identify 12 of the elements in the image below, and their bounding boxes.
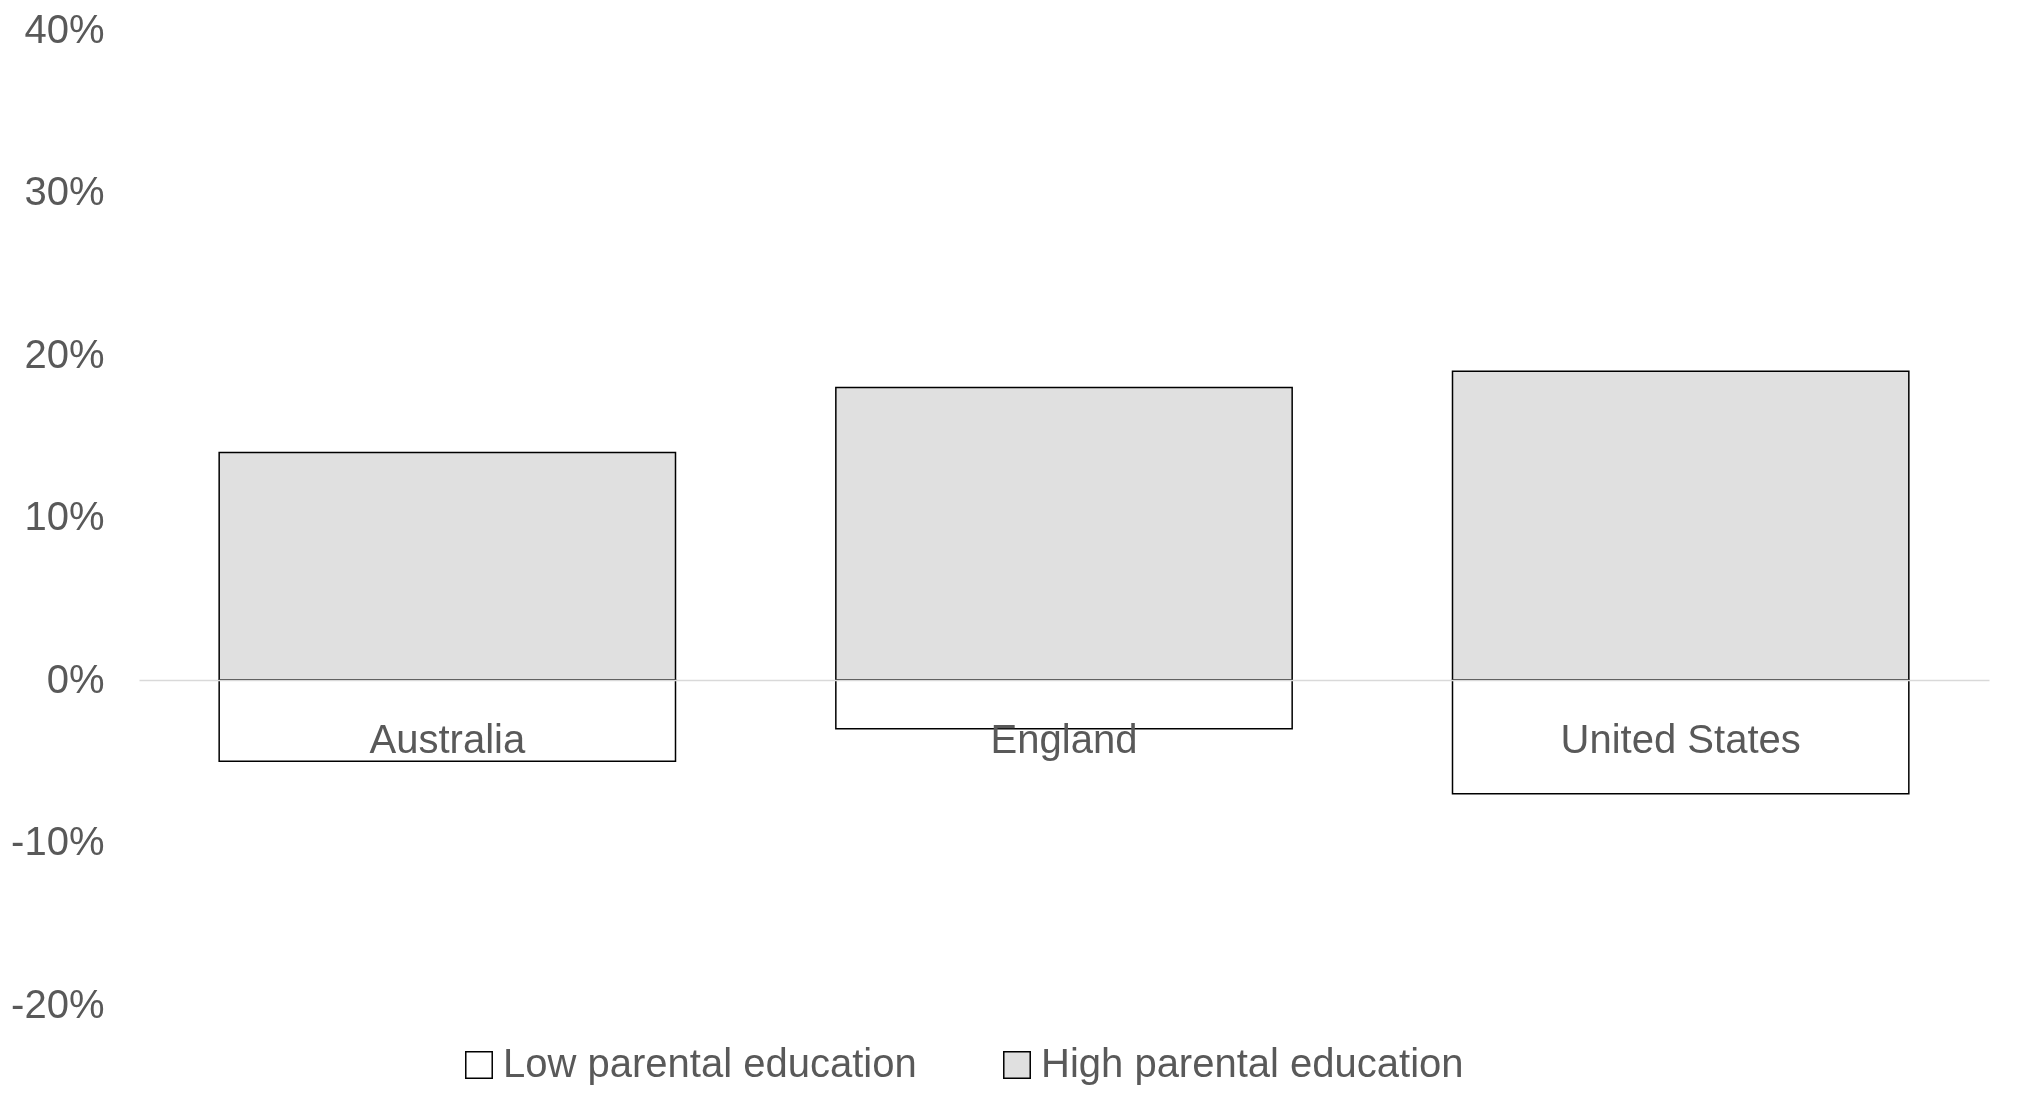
y-tick-label: 0% — [46, 656, 105, 701]
y-tick-label: 40% — [24, 6, 105, 51]
x-tick-label: Australia — [369, 716, 526, 761]
y-tick-label: 30% — [24, 169, 105, 213]
y-tick-label: -10% — [11, 819, 105, 863]
legend-label: High parental education — [1041, 1041, 1464, 1085]
y-tick-label: 10% — [24, 494, 105, 538]
y-tick-label: 20% — [24, 331, 105, 376]
legend-label: Low parental education — [503, 1041, 917, 1085]
y-tick-label: -20% — [11, 981, 105, 1026]
x-tick-label: England — [990, 716, 1138, 761]
x-tick-label: United States — [1560, 716, 1801, 761]
